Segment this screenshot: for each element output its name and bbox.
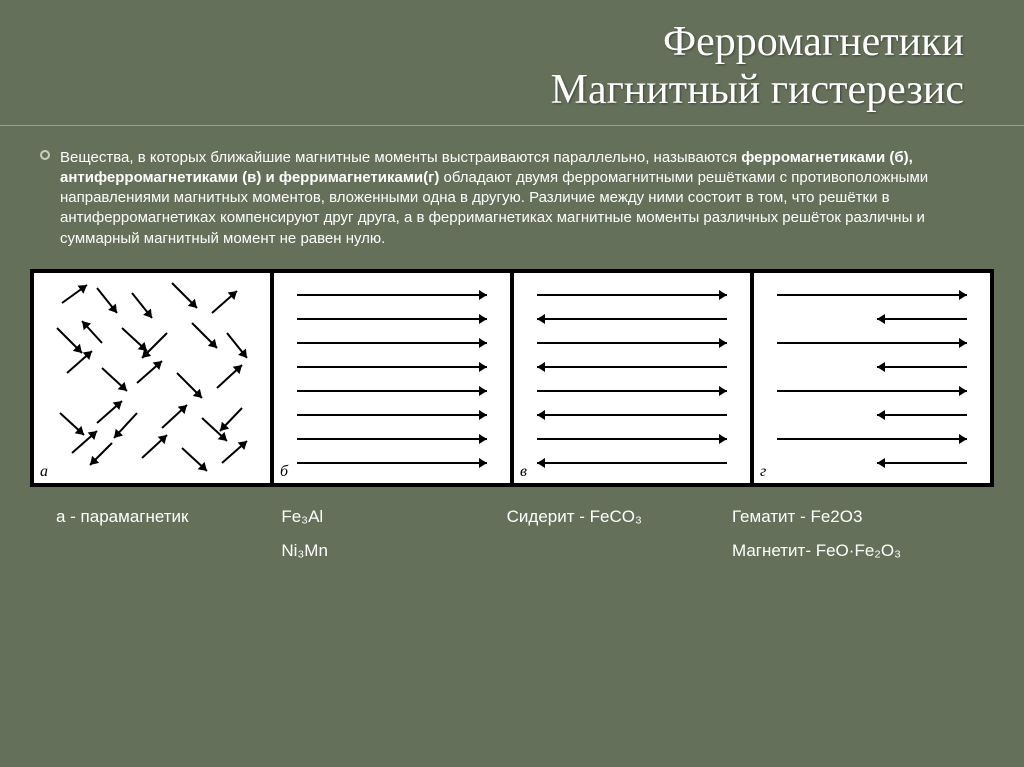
title-line-1: Ферромагнетики (60, 18, 964, 66)
caption-col-2: Fe₃Al Ni₃Mn (275, 507, 500, 561)
caption-col-1: а - парамагнетик (50, 507, 275, 561)
panel-d: г (754, 273, 990, 483)
panel-d-label: г (760, 463, 766, 481)
title-line-2: Магнитный гистерезис (60, 66, 964, 114)
diagram-row: а б в г (30, 269, 994, 487)
panel-c: в (514, 273, 750, 483)
slide-title: Ферромагнетики Магнитный гистерезис (0, 0, 1024, 126)
para-t1: Вещества, в которых ближайшие магнитные … (60, 149, 741, 166)
cap4-l1: Гематит - Fe2O3 (732, 507, 988, 527)
caption-col-3: Сидерит - FeCO₃ (501, 507, 726, 561)
caption-row: а - парамагнетик Fe₃Al Ni₃Mn Сидерит - F… (50, 507, 994, 561)
panel-b: б (274, 273, 510, 483)
caption-col-4: Гематит - Fe2O3 Магнетит- FeO·Fe₂O₃ (726, 507, 994, 561)
cap2-l2: Ni₃Mn (281, 541, 494, 561)
cap4-l2: Магнетит- FeO·Fe₂O₃ (732, 541, 988, 561)
body-paragraph: Вещества, в которых ближайшие магнитные … (0, 126, 1024, 259)
cap1-l1: а - парамагнетик (56, 507, 269, 527)
panel-c-label: в (520, 463, 527, 481)
panel-b-label: б (280, 463, 288, 481)
panel-a: а (34, 273, 270, 483)
bullet-icon (40, 150, 50, 160)
cap3-l1: Сидерит - FeCO₃ (507, 507, 720, 527)
panel-a-label: а (40, 463, 48, 481)
cap2-l1: Fe₃Al (281, 507, 494, 527)
